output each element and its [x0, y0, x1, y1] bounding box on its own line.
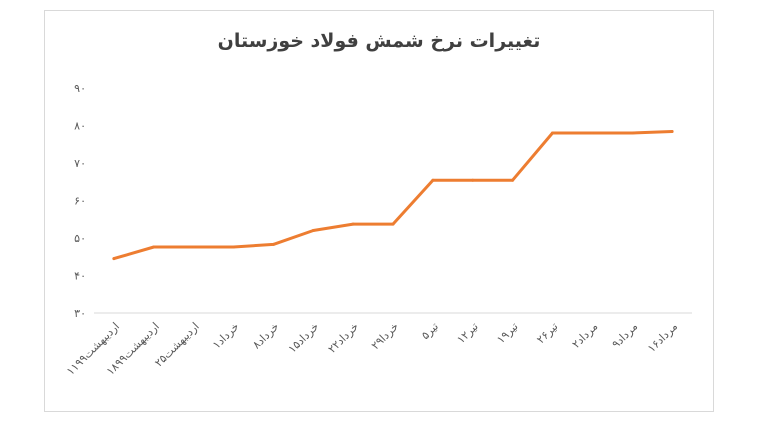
data-point	[152, 245, 156, 249]
data-point	[431, 178, 435, 182]
y-tick-label: ۴۰	[74, 270, 86, 283]
y-tick-label: ۳۰	[74, 307, 86, 320]
x-tick-label: ۱۹تیر	[494, 320, 520, 346]
data-point	[351, 222, 355, 226]
x-tick-label: ۲مرداد	[570, 320, 601, 351]
x-tick-label: ۱۶مرداد	[645, 320, 680, 355]
x-tick-label: ۸خرداد	[250, 320, 282, 352]
y-tick-label: ۵۰	[74, 232, 86, 245]
chart-frame	[44, 10, 714, 412]
data-point	[511, 178, 515, 182]
y-tick-label: ۶۰	[74, 195, 86, 208]
x-tick-label: ۱خرداد	[210, 320, 242, 352]
series-line	[112, 130, 674, 261]
x-tick-label: ۱۵خرداد	[286, 320, 322, 356]
data-point	[670, 130, 674, 133]
x-tick-label: ۲۶تیر	[534, 320, 560, 346]
y-tick-label: ۸۰	[74, 120, 86, 133]
data-point	[192, 245, 196, 249]
x-tick-label: ۲۲خرداد	[326, 320, 362, 356]
y-tick-label: ۹۰	[74, 82, 86, 95]
data-point	[550, 131, 554, 135]
y-tick-label: ۷۰	[74, 157, 86, 170]
data-point	[271, 242, 275, 246]
data-point	[391, 222, 395, 226]
data-point	[590, 131, 594, 135]
x-tick-label: ۵تیر	[419, 320, 441, 342]
data-point	[232, 245, 236, 249]
x-tick-label: ۹مرداد	[609, 320, 640, 351]
data-point	[471, 178, 475, 182]
data-point	[112, 257, 116, 261]
data-point	[311, 229, 315, 232]
data-point	[630, 131, 634, 135]
chart-title: تغییرات نرخ شمش فولاد خوزستان	[217, 30, 541, 52]
x-tick-label: ۲۹خردا	[369, 320, 401, 352]
y-axis-ticks: ۳۰ ۴۰ ۵۰ ۶۰ ۷۰ ۸۰ ۹۰	[74, 82, 86, 320]
x-tick-label: ۱۲تیر	[454, 320, 480, 346]
